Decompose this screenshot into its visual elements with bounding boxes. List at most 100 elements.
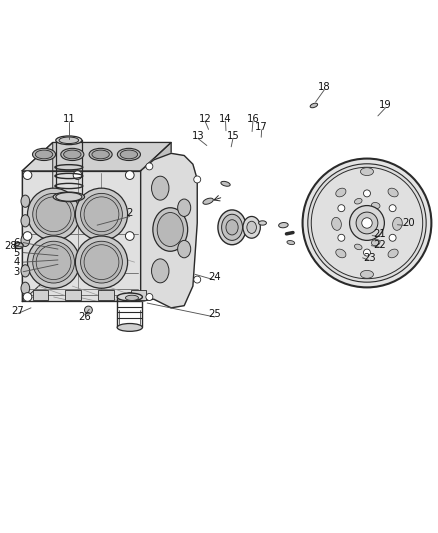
Ellipse shape (336, 249, 346, 258)
Ellipse shape (53, 192, 85, 201)
Ellipse shape (117, 324, 142, 332)
Ellipse shape (388, 249, 398, 258)
Ellipse shape (218, 210, 246, 245)
Text: 21: 21 (374, 229, 386, 239)
Ellipse shape (117, 148, 141, 160)
Text: 12: 12 (199, 114, 212, 124)
Ellipse shape (56, 136, 82, 144)
Ellipse shape (153, 208, 187, 251)
Ellipse shape (360, 168, 374, 175)
Text: 20: 20 (402, 218, 415, 228)
Circle shape (303, 158, 431, 287)
Ellipse shape (152, 176, 169, 200)
Text: 23: 23 (363, 253, 375, 263)
Circle shape (81, 193, 122, 235)
Circle shape (81, 241, 122, 283)
Bar (33, 289, 48, 301)
Ellipse shape (287, 240, 295, 245)
Ellipse shape (336, 188, 346, 197)
Ellipse shape (21, 215, 30, 227)
Circle shape (75, 236, 127, 288)
Text: 22: 22 (374, 240, 386, 250)
Text: 25: 25 (208, 309, 221, 319)
Ellipse shape (21, 195, 30, 207)
Ellipse shape (203, 198, 213, 204)
Ellipse shape (59, 137, 79, 143)
Text: 16: 16 (247, 114, 259, 124)
Polygon shape (141, 154, 197, 308)
Text: 27: 27 (11, 306, 24, 316)
Ellipse shape (243, 216, 260, 238)
Ellipse shape (32, 148, 56, 160)
Ellipse shape (221, 181, 230, 186)
Ellipse shape (21, 235, 30, 246)
Ellipse shape (125, 295, 138, 301)
Ellipse shape (222, 214, 243, 240)
Polygon shape (141, 142, 171, 301)
Ellipse shape (64, 150, 81, 159)
Circle shape (23, 232, 32, 240)
Ellipse shape (152, 259, 169, 283)
Circle shape (389, 205, 396, 212)
Ellipse shape (371, 239, 380, 246)
Circle shape (28, 188, 80, 240)
Circle shape (23, 293, 32, 301)
Ellipse shape (360, 270, 374, 278)
Bar (98, 289, 114, 301)
Ellipse shape (56, 192, 82, 201)
Text: 17: 17 (255, 122, 268, 132)
Polygon shape (22, 142, 171, 171)
Text: 28: 28 (5, 240, 17, 251)
Ellipse shape (14, 243, 23, 249)
Circle shape (146, 294, 153, 301)
Text: 14: 14 (219, 114, 232, 124)
Circle shape (362, 218, 372, 228)
Text: 24: 24 (208, 272, 221, 282)
Circle shape (338, 235, 345, 241)
Ellipse shape (89, 148, 112, 160)
Text: 11: 11 (63, 115, 75, 124)
Polygon shape (22, 142, 53, 301)
Ellipse shape (392, 217, 402, 230)
Circle shape (85, 306, 92, 314)
Circle shape (308, 164, 426, 282)
Text: 3: 3 (14, 266, 20, 277)
Bar (131, 289, 146, 301)
Circle shape (125, 293, 134, 301)
Circle shape (194, 276, 201, 283)
Text: 18: 18 (318, 82, 331, 92)
Text: 4: 4 (14, 257, 20, 267)
Ellipse shape (61, 148, 84, 160)
Circle shape (338, 205, 345, 212)
Ellipse shape (332, 217, 341, 230)
Circle shape (350, 206, 385, 240)
Polygon shape (22, 171, 141, 301)
Circle shape (28, 236, 80, 288)
Ellipse shape (388, 188, 398, 197)
Ellipse shape (178, 240, 191, 258)
Circle shape (389, 235, 396, 241)
Circle shape (125, 232, 134, 240)
Bar (65, 289, 81, 301)
Text: 15: 15 (226, 131, 239, 141)
Ellipse shape (21, 282, 30, 294)
Circle shape (194, 176, 201, 183)
Ellipse shape (354, 198, 362, 204)
Circle shape (75, 188, 127, 240)
Circle shape (364, 249, 371, 256)
Ellipse shape (157, 213, 184, 246)
Circle shape (356, 212, 378, 234)
Circle shape (23, 171, 32, 180)
Ellipse shape (178, 199, 191, 216)
Ellipse shape (117, 293, 142, 301)
Ellipse shape (21, 265, 30, 277)
Text: 2: 2 (127, 208, 133, 219)
Text: 26: 26 (78, 312, 92, 321)
Ellipse shape (258, 221, 266, 225)
Ellipse shape (92, 150, 110, 159)
Circle shape (146, 163, 153, 170)
Ellipse shape (310, 103, 318, 108)
Circle shape (364, 190, 371, 197)
Ellipse shape (371, 203, 380, 208)
Ellipse shape (247, 221, 256, 233)
